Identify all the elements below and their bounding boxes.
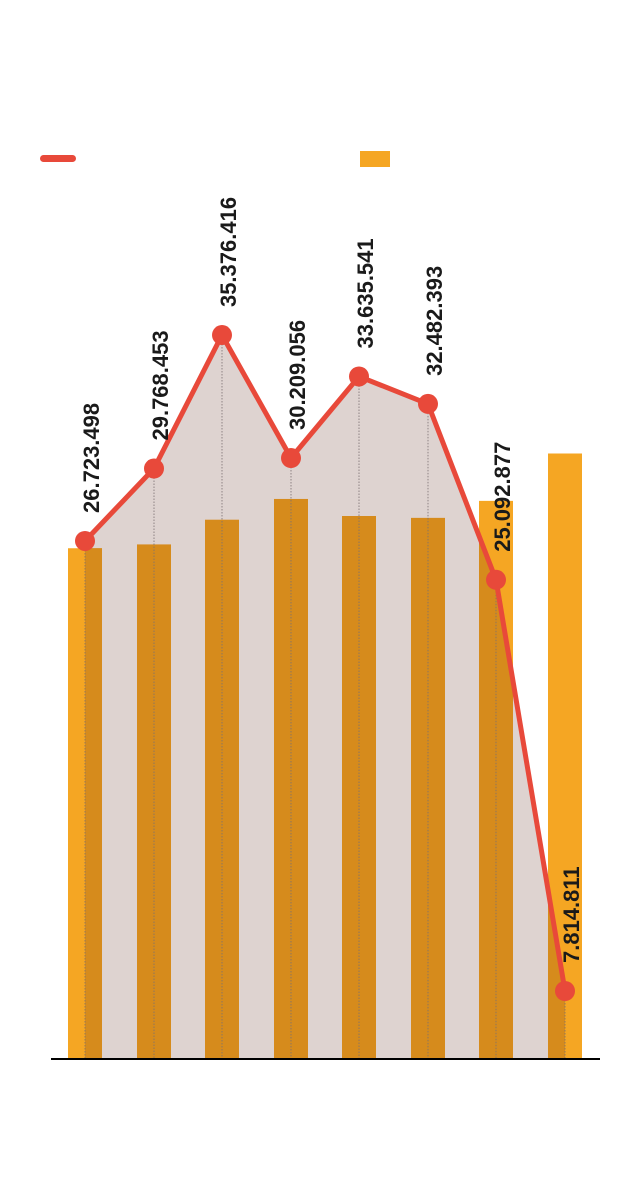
series-line — [82, 332, 568, 994]
data-labels: 26.723.498 29.768.453 35.376.416 30.209.056… — [79, 197, 584, 963]
data-label-7: 25.092.877 — [490, 442, 515, 552]
data-label-6: 32.482.393 — [422, 266, 447, 376]
legend-bar-swatch — [360, 151, 390, 167]
legend — [40, 151, 390, 167]
line-point-1 — [75, 530, 95, 551]
line-point-8 — [555, 981, 575, 1002]
data-label-8: 7.814.811 — [559, 866, 584, 963]
line-point-5 — [349, 366, 369, 387]
data-label-1: 26.723.498 — [79, 403, 104, 513]
data-label-4: 30.209.056 — [285, 320, 310, 430]
line-series — [82, 332, 568, 994]
line-points — [75, 325, 575, 1002]
data-label-3: 35.376.416 — [216, 197, 241, 307]
line-point-7 — [486, 569, 506, 590]
legend-line-swatch — [40, 155, 76, 162]
bar-overlap-1 — [85, 548, 102, 1058]
line-point-2 — [144, 458, 164, 479]
bar-overlap-2 — [137, 544, 171, 1058]
drop-lines — [84, 335, 566, 1058]
line-point-4 — [281, 448, 301, 469]
data-label-5: 33.635.541 — [353, 238, 378, 348]
line-point-3 — [212, 325, 232, 346]
bar-overlap-4 — [274, 498, 308, 1059]
line-point-6 — [418, 393, 438, 414]
data-label-2: 29.768.453 — [148, 330, 173, 440]
